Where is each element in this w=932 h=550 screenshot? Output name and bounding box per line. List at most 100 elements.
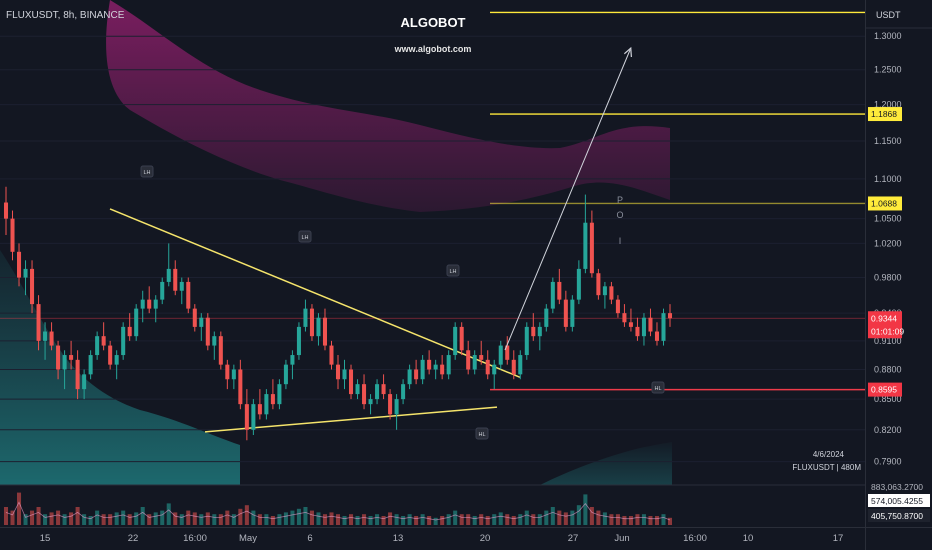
volume-bar xyxy=(537,514,542,525)
volume-bar xyxy=(355,516,360,525)
volume-bar xyxy=(205,512,210,525)
candle-body xyxy=(544,308,549,327)
candle-body xyxy=(381,384,386,395)
volume-bar xyxy=(420,514,425,525)
time-tick-label: Jun xyxy=(614,533,629,544)
candle-body xyxy=(570,299,575,327)
candle-body xyxy=(648,317,653,332)
price-label-text: 1.1868 xyxy=(871,109,897,119)
candle-body xyxy=(407,369,412,385)
projection-arrow xyxy=(504,50,630,351)
candle-body xyxy=(218,336,223,365)
candle-body xyxy=(69,355,74,360)
candle-body xyxy=(56,345,61,370)
annotation-letter: P xyxy=(617,195,623,205)
candle-body xyxy=(153,299,158,309)
volume-bar xyxy=(186,510,191,525)
volume-bar xyxy=(609,514,614,525)
candle-body xyxy=(75,359,80,390)
volume-bar xyxy=(427,516,432,525)
volume-bar xyxy=(160,510,165,525)
candle-body xyxy=(375,384,380,400)
candle-body xyxy=(264,394,269,415)
price-tick-label: 0.9100 xyxy=(874,336,902,346)
time-tick-label: 22 xyxy=(128,533,139,544)
candle-body xyxy=(583,222,588,269)
chart-grid xyxy=(0,35,865,463)
volume-bar xyxy=(563,512,568,525)
pivot-marker-label: LH xyxy=(143,170,150,176)
candle-body xyxy=(362,384,367,405)
lower-band-area-right xyxy=(540,442,672,485)
currency-label: USDT xyxy=(876,10,901,20)
volume-bar xyxy=(30,510,35,525)
volume-bar xyxy=(622,516,627,525)
candle-body xyxy=(654,331,659,341)
volume-bar xyxy=(557,510,562,525)
volume-bar xyxy=(596,510,601,525)
price-tick-label: 1.0500 xyxy=(874,214,902,224)
volume-bar xyxy=(648,516,653,525)
candle-body xyxy=(322,317,327,346)
candle-body xyxy=(667,313,673,319)
volume-bar xyxy=(446,514,451,525)
volume-bar xyxy=(173,512,178,525)
volume-bar xyxy=(661,514,666,525)
price-tick-label: 0.9800 xyxy=(874,273,902,283)
volume-bar xyxy=(121,510,126,525)
volume-bar xyxy=(140,507,145,525)
volume-bar xyxy=(498,512,503,525)
candle-body xyxy=(466,350,471,370)
volume-bar xyxy=(589,507,594,525)
volume-bar xyxy=(466,514,471,525)
candle-body xyxy=(485,359,490,375)
candle-body xyxy=(355,384,360,395)
volume-label-text: 405,750.8700 xyxy=(871,511,923,521)
price-tick-label: 1.2000 xyxy=(874,100,902,110)
pivot-markers: LH LH LH HL HL xyxy=(140,165,665,440)
volume-bar xyxy=(17,492,22,525)
candle-body xyxy=(251,404,256,430)
volume-bar xyxy=(212,514,217,525)
candle-body xyxy=(212,336,217,346)
candle-body xyxy=(641,317,646,337)
volume-bar xyxy=(199,514,204,525)
candle-body xyxy=(290,355,295,365)
candle-body xyxy=(420,359,425,380)
volume-bar xyxy=(485,516,490,525)
candle-body xyxy=(160,281,165,300)
volume-bar xyxy=(95,510,100,525)
volume-bar xyxy=(303,507,308,525)
volume-bar xyxy=(283,512,288,525)
price-axis[interactable]: 1.3000 1.2500 1.2000 1.1500 1.1000 1.0500 1.02… xyxy=(874,31,902,466)
time-tick-label: May xyxy=(239,533,257,544)
volume-bar xyxy=(290,510,295,525)
volume-bar xyxy=(127,514,132,525)
candle-body xyxy=(537,326,542,337)
candle-body xyxy=(296,326,301,356)
candle-body xyxy=(166,268,171,282)
volume-bar xyxy=(479,514,484,525)
candle-body xyxy=(192,308,197,327)
volume-bar xyxy=(570,510,575,525)
horizontal-levels xyxy=(0,11,865,391)
candle-body xyxy=(62,355,67,370)
price-label-box xyxy=(868,382,902,397)
time-tick-label: 10 xyxy=(743,533,754,544)
price-scale-bg xyxy=(866,0,932,527)
volume-label-text: 883,063.2700 xyxy=(871,482,923,492)
candle-body xyxy=(505,345,510,360)
descending-trendline xyxy=(109,208,521,378)
candle-body xyxy=(524,326,529,356)
volume-bar xyxy=(49,512,54,525)
candle-body xyxy=(628,322,633,327)
price-tick-label: 1.1000 xyxy=(874,174,902,184)
volume-bar xyxy=(342,516,347,525)
candle-body xyxy=(433,364,438,370)
volume-bar xyxy=(309,510,314,525)
time-axis[interactable]: 15 22 16:00 May 6 13 20 27 Jun 16:00 10 17 xyxy=(40,533,844,544)
time-tick-label: 20 xyxy=(480,533,491,544)
price-tick-label: 0.8200 xyxy=(874,425,902,435)
candle-body xyxy=(36,304,41,341)
